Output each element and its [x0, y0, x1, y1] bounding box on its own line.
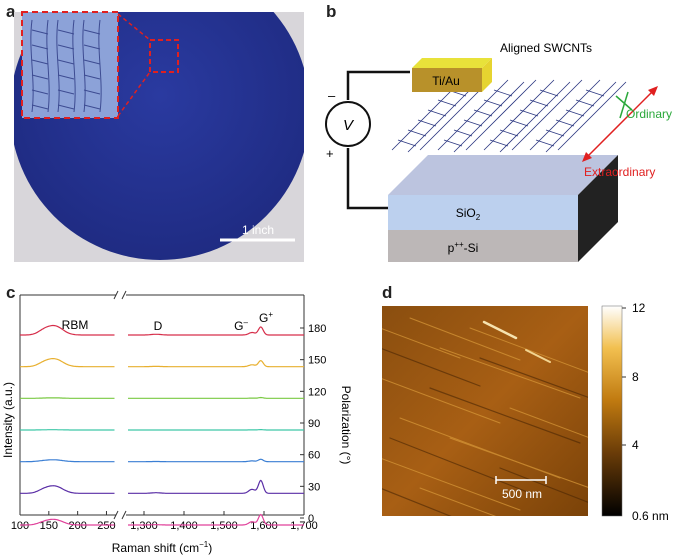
panel-label-b: b [326, 2, 337, 21]
axis-break [121, 290, 127, 300]
d-label: D [154, 319, 163, 333]
si-label: p++-Si [448, 240, 479, 255]
ordinary-label: Ordinary [626, 107, 672, 121]
polarization-label: Polarization (°) [339, 386, 353, 465]
series-line [128, 326, 304, 336]
rbm-label: RBM [62, 318, 89, 332]
polarization-tick-label: 30 [308, 481, 320, 493]
polarization-tick-label: 0 [308, 513, 314, 525]
electrode-label: Ti/Au [432, 74, 460, 88]
device-schematic: V – + SiO2 p++-Si Ti/Au Aligned SWCNTs O… [325, 41, 672, 262]
series-line [128, 458, 304, 463]
nanotubes [391, 79, 627, 153]
x-tick-label: 1,600 [250, 520, 278, 532]
series-line [128, 479, 304, 494]
series-line [20, 485, 115, 494]
series-line [20, 324, 115, 336]
y-axis-label: Intensity (a.u.) [1, 382, 15, 458]
polarization-tick-label: 60 [308, 450, 320, 462]
wafer-photo: 1 inch [14, 11, 304, 262]
g-plus-label: G+ [259, 310, 273, 325]
panel-label-d: d [382, 283, 393, 302]
minus-sign: – [328, 88, 336, 103]
scale-bar-a-label: 1 inch [242, 223, 274, 237]
series-line [128, 513, 304, 526]
colorbar [601, 305, 623, 517]
electrode-top [412, 58, 492, 68]
series-line [128, 396, 304, 399]
x-tick-label: 150 [40, 520, 58, 532]
colorbar-tick: 8 [632, 370, 639, 384]
plus-sign: + [326, 146, 334, 161]
series-line [20, 518, 115, 526]
series-line [128, 359, 304, 368]
colorbar-tick: 4 [632, 438, 639, 452]
afm-map [382, 306, 588, 516]
polarization-tick-label: 90 [308, 418, 320, 430]
polarization-tick-label: 120 [308, 386, 326, 398]
x-tick-label: 1,300 [130, 520, 158, 532]
x-tick-label: 250 [97, 520, 115, 532]
g-minus-label: G– [234, 318, 248, 333]
swcnt-label: Aligned SWCNTs [500, 41, 592, 55]
x-tick-label: 1,700 [290, 520, 318, 532]
polarization-tick-label: 150 [308, 355, 326, 367]
x-tick-label: 1,400 [170, 520, 198, 532]
circuit-wire [346, 70, 410, 210]
colorbar-tick: 12 [632, 301, 646, 315]
x-axis-label: Raman shift (cm−1) [112, 540, 212, 555]
axis-break [113, 510, 119, 520]
sio2-label: SiO2 [456, 206, 481, 222]
panel-label-a: a [6, 2, 16, 21]
afm-image: 500 nm 12 8 4 0.6 nm [382, 301, 669, 523]
series-line [20, 358, 115, 368]
axis-break [113, 290, 119, 300]
axis-break [121, 510, 127, 520]
voltmeter-label: V [343, 117, 355, 134]
zoom-region [149, 39, 179, 73]
electrode [412, 68, 482, 92]
extraordinary-arrow [585, 89, 655, 159]
inset-nanotubes [30, 19, 102, 113]
side-face [578, 155, 618, 262]
voltmeter [325, 101, 371, 147]
sio2-layer [388, 195, 578, 230]
raman-chart: 100 150 200 250 1,300 1,400 1,500 1,600 1,700 18… [1, 290, 353, 555]
polarization-tick-label: 180 [308, 323, 326, 335]
colorbar-min: 0.6 nm [632, 509, 669, 523]
x-tick-label: 200 [68, 520, 86, 532]
x-tick-label: 100 [11, 520, 29, 532]
sio2-top [388, 155, 618, 195]
inset-box [21, 11, 119, 119]
x-tick-label: 1,500 [210, 520, 238, 532]
afm-streaks [382, 317, 588, 516]
extraordinary-label: Extraordinary [584, 165, 655, 179]
scale-bar-d-label: 500 nm [502, 487, 542, 501]
series-line [20, 459, 115, 463]
panel-label-c: c [6, 283, 16, 302]
si-layer [388, 230, 578, 262]
